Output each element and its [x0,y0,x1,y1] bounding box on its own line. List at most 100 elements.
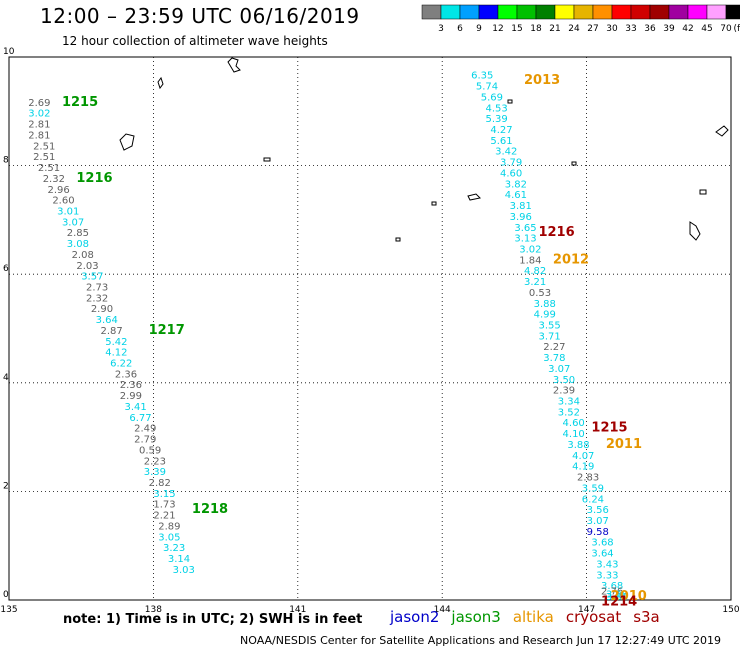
pass-label: 2010 [611,589,647,604]
pass-label: 1216 [538,225,574,240]
swh-value-east: 4.27 [490,125,512,136]
swh-value-east: 3.59 [582,483,604,494]
coastline-island [263,157,271,162]
swh-value-west: 2.69 [28,98,50,109]
pass-label: 2013 [524,73,560,88]
swh-value-east: 1.84 [519,255,541,266]
swh-value-east: 4.82 [524,266,546,277]
pass-label: 2012 [553,252,589,267]
pass-label: 1215 [62,95,98,110]
swh-value-east: 4.60 [500,168,522,179]
pass-label: 1218 [192,502,228,517]
footer-credit: NOAA/NESDIS Center for Satellite Applica… [240,634,722,647]
swh-value-east-tail: 3.28 [606,589,628,600]
swh-value-east-tail: 3.33 [596,570,618,581]
swh-value-east: 5.61 [490,136,512,147]
legend-entry-cryosat: cryosat [565,608,622,626]
swh-value-east: 2.39 [553,386,575,397]
swh-value-west: 2.81 [28,130,50,141]
swh-value-east: 0.53 [529,288,551,299]
coastline-island [507,99,513,104]
swh-value-west: 2.36 [120,380,142,391]
colorbar-swatch [706,4,727,20]
legend-entry-jason2: jason2 [390,608,440,626]
colorbar-swatch [516,4,537,20]
swh-value-east: 3.07 [548,364,570,375]
swh-value-east-tail: 2.76 [601,587,623,598]
coastline-island [467,193,482,201]
coastline-island [689,221,701,241]
swh-value-west: 2.23 [144,456,166,467]
pass-label: 1216 [76,171,112,186]
plot-frame [8,56,732,601]
swh-value-west: 2.08 [72,250,94,261]
colorbar-swatch [573,4,594,20]
swh-value-west: 3.01 [57,206,79,217]
swh-value-east: 3.96 [510,212,532,223]
swh-value-east: 4.60 [563,418,585,429]
swh-value-east: 6.35 [471,71,493,82]
coastline-island [571,161,577,166]
swh-value-east: 3.02 [519,244,541,255]
colorbar-swatch [478,4,499,20]
swh-value-west: 3.07 [62,217,84,228]
coastline-island [157,76,164,90]
colorbar-unit: (ft) [733,24,740,34]
swh-value-west: 2.99 [120,391,142,402]
swh-value-east-tail: 3.68 [591,538,613,549]
colorbar-swatch [592,4,613,20]
coastline-island [119,133,135,151]
colorbar-tick-label: 39 [663,24,675,34]
swh-value-west: 2.79 [134,435,156,446]
colorbar-tick-label: 9 [476,24,482,34]
y-tick-label: 4 [3,373,9,383]
colorbar-swatch [611,4,632,20]
swh-value-west: 2.51 [33,141,55,152]
swh-value-west: 3.15 [153,489,175,500]
pass-label: 1215 [591,421,627,436]
swh-value-east: 4.61 [505,190,527,201]
swh-value-west: 2.82 [149,478,171,489]
swh-value-east: 6.24 [582,494,604,505]
swh-value-east: 3.50 [553,375,575,386]
swh-value-east: 2.27 [543,342,565,353]
swh-value-east: 3.55 [538,321,560,332]
legend-entry-s3a: s3a [633,608,660,626]
coastline-island [395,237,401,242]
swh-value-west: 6.22 [110,359,132,370]
swh-value-east-tail: 9.58 [587,527,609,538]
chart-title: 12:00 – 23:59 UTC 06/16/2019 [40,4,360,28]
colorbar-swatch [649,4,670,20]
colorbar-tick-label: 30 [606,24,618,34]
swh-value-east: 4.10 [563,429,585,440]
swh-value-west: 3.57 [81,272,103,283]
y-tick-label: 8 [3,156,9,166]
swh-value-east: 3.21 [524,277,546,288]
y-tick-label: 2 [3,481,9,491]
pass-label: 1214 [601,594,637,609]
swh-value-east: 4.07 [572,451,594,462]
swh-value-west: 2.89 [158,521,180,532]
swh-value-east: 3.78 [543,353,565,364]
colorbar-tick-label: 3 [438,24,444,34]
coastline-island [431,201,437,206]
swh-value-east: 3.88 [534,299,556,310]
colorbar-tick-label: 45 [701,24,712,34]
colorbar-swatch [687,4,708,20]
colorbar-tick-label: 6 [457,24,463,34]
swh-value-east: 2.83 [577,473,599,484]
swh-value-west: 2.85 [67,228,89,239]
colorbar-tick-label: 70 [720,24,732,34]
swh-value-east-tail: 3.43 [596,559,618,570]
swh-value-east: 3.07 [587,516,609,527]
swh-value-west: 2.96 [48,185,70,196]
swh-value-west: 3.02 [28,109,50,120]
x-tick-label: 135 [0,605,17,615]
swh-value-west: 3.23 [163,543,185,554]
colorbar-tick-label: 21 [549,24,560,34]
swh-value-west: 2.81 [28,120,50,131]
swh-value-west: 2.73 [86,282,108,293]
swh-value-west: 2.49 [134,424,156,435]
